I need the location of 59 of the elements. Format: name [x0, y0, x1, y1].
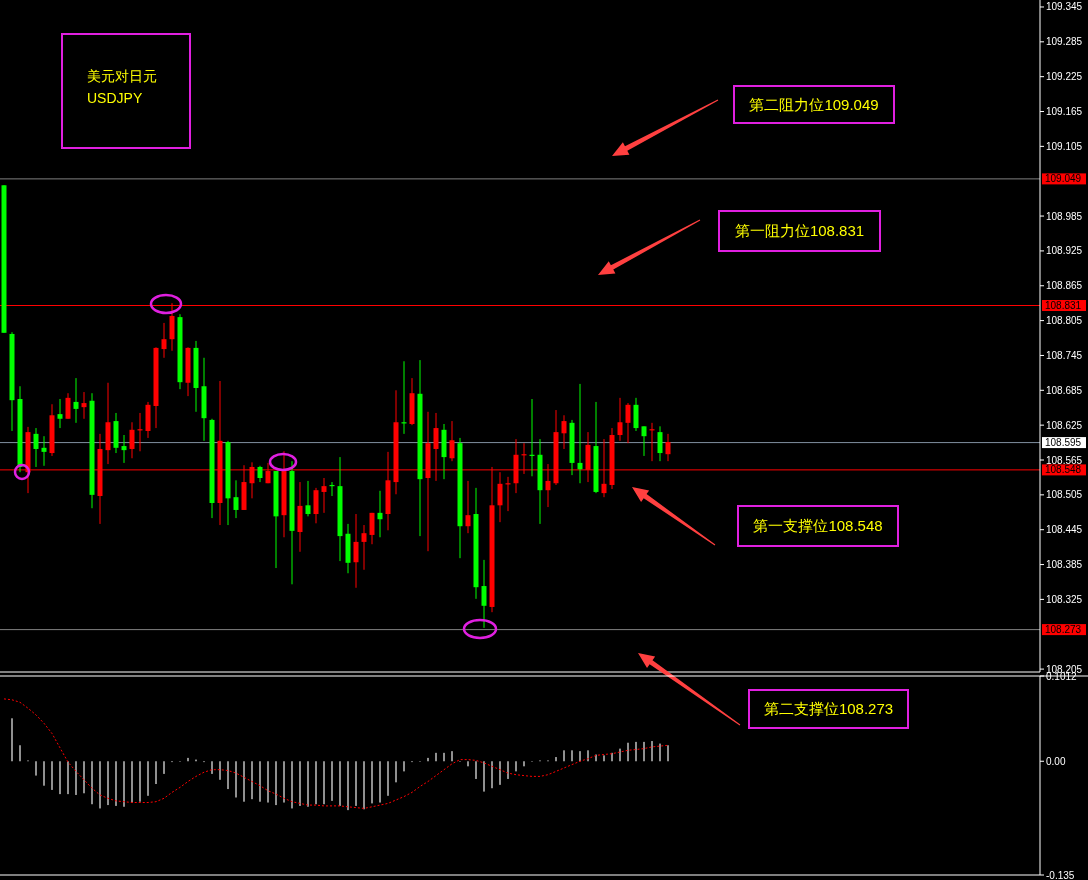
y-tick-label: 0.00: [1046, 755, 1066, 767]
y-tick-label: 108.445: [1046, 524, 1083, 536]
y-tick-label: 108.805: [1046, 315, 1083, 327]
ref-line-label: 108.831: [1045, 300, 1082, 312]
text: USDJPY: [87, 90, 143, 106]
y-tick-label: 109.165: [1046, 106, 1083, 118]
text: 美元对日元: [87, 68, 157, 84]
annotation: 第一阻力位108.831: [734, 222, 865, 239]
candlestick: [481, 559, 487, 629]
candlestick: [657, 425, 663, 462]
ref-line-label: 109.049: [1045, 173, 1082, 185]
candlestick: [81, 391, 87, 420]
y-tick-label: 108.985: [1046, 210, 1083, 222]
annotation: 第二支撑位108.273: [763, 700, 894, 717]
candlestick: [465, 480, 471, 534]
y-tick-label: 108.385: [1046, 559, 1083, 571]
y-tick-label: 108.685: [1046, 384, 1083, 396]
ref-line-label: 108.595: [1045, 437, 1082, 449]
line-series: [3, 698, 669, 809]
candlestick: [65, 392, 71, 420]
ref-line-label: 108.548: [1045, 464, 1082, 476]
y-tick-label: 108.505: [1046, 489, 1083, 501]
y-tick-label: 108.565: [1046, 454, 1083, 466]
y-tick-label: 109.105: [1046, 140, 1083, 152]
y-tick-label: 108.325: [1046, 593, 1083, 605]
candlestick: [561, 414, 567, 450]
candlestick: [57, 398, 63, 429]
candlestick: [233, 479, 239, 519]
candlestick: [377, 490, 383, 538]
y-tick-label: 108.625: [1046, 419, 1083, 431]
candlestick: [161, 322, 167, 359]
annotation: 第二阻力位109.049: [749, 95, 879, 113]
y-tick-label: 109.285: [1046, 36, 1083, 48]
candlestick: [625, 402, 631, 444]
candlestick: [33, 427, 39, 468]
candlestick: [633, 397, 639, 432]
candlestick: [121, 434, 127, 464]
candlestick: [73, 377, 79, 424]
annotation: 第一支撑位108.548: [753, 517, 883, 534]
y-tick-label: 109.345: [1046, 1, 1083, 13]
candlestick: [129, 421, 135, 459]
candlestick: [617, 397, 623, 442]
candlestick: [369, 512, 375, 545]
y-tick-label: 108.925: [1046, 245, 1083, 257]
candlestick: [321, 477, 327, 514]
y-tick-label: -0.135: [1046, 869, 1075, 880]
y-tick-label: 108.745: [1046, 349, 1083, 361]
candlestick: [41, 435, 47, 467]
candlestick: [353, 513, 359, 589]
ref-line-label: 108.273: [1045, 624, 1082, 636]
candlestick: [361, 524, 367, 571]
candlestick: [641, 425, 647, 457]
candlestick: [313, 487, 319, 524]
candlestick: [665, 433, 671, 462]
candlestick: [449, 420, 455, 462]
candlestick: [305, 480, 311, 517]
candlestick: [577, 383, 583, 484]
y-tick-label: 109.225: [1046, 71, 1083, 83]
y-tick-label: 108.865: [1046, 280, 1083, 292]
